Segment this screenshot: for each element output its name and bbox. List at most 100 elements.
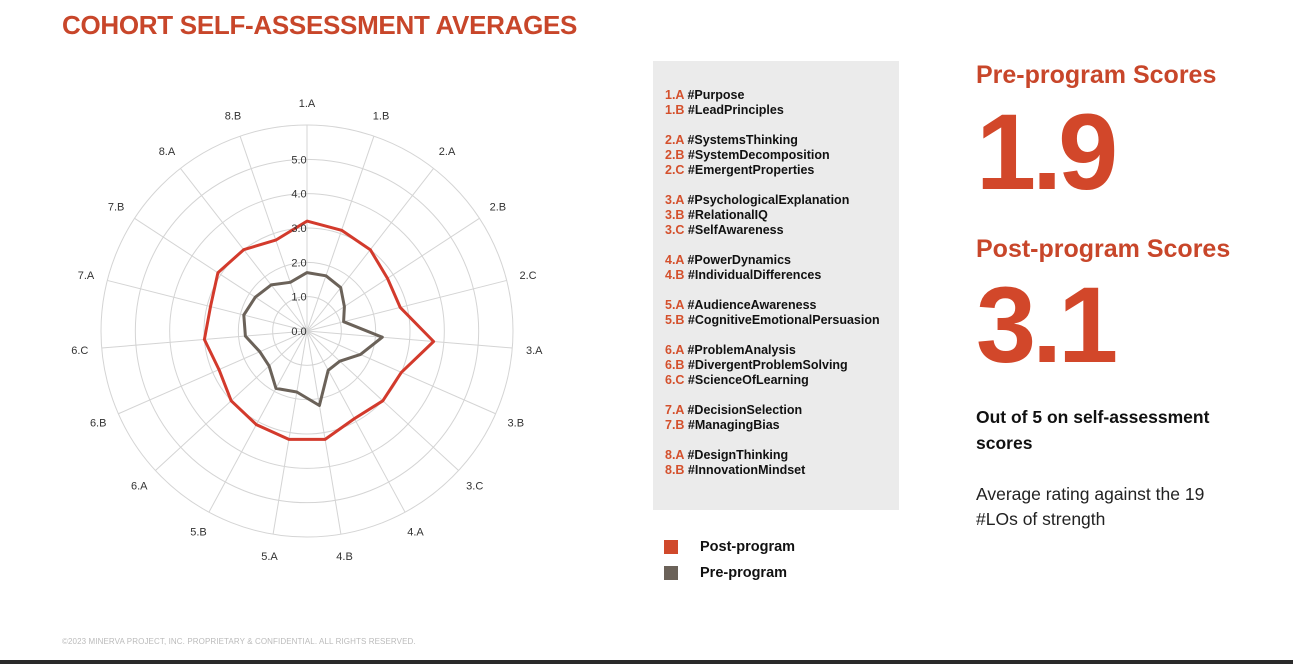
lo-name: #DesignThinking xyxy=(684,448,789,462)
radar-radial-ticks: 0.0 1.0 2.0 3.0 4.0 5.0 xyxy=(291,154,306,338)
pre-program-score: 1.9 xyxy=(976,91,1118,212)
lo-group: 6.A #ProblemAnalysis 6.B #DivergentProble… xyxy=(665,343,899,388)
lo-item: 3.A #PsychologicalExplanation xyxy=(665,193,899,208)
lo-group: 7.A #DecisionSelection 7.B #ManagingBias xyxy=(665,403,899,433)
lo-name: #InnovationMindset xyxy=(684,463,806,477)
grid-spoke xyxy=(306,330,406,513)
radial-tick-label: 1.0 xyxy=(291,292,306,304)
grid-spoke xyxy=(272,330,308,535)
lo-name: #DivergentProblemSolving xyxy=(684,358,848,372)
lo-name: #SystemDecomposition xyxy=(684,148,830,162)
lo-code: 2.A xyxy=(665,133,684,147)
radial-tick-label: 4.0 xyxy=(291,189,306,201)
axis-label: 8.A xyxy=(159,146,176,158)
radial-tick-label: 0.0 xyxy=(291,326,306,338)
lo-item: 4.A #PowerDynamics xyxy=(665,253,899,268)
learning-objectives-legend: 1.A #Purpose 1.B #LeadPrinciples 2.A #Syst… xyxy=(653,61,899,510)
radial-tick-label: 5.0 xyxy=(291,154,306,166)
axis-label: 5.A xyxy=(261,551,278,563)
pre-program-swatch xyxy=(664,566,678,580)
page-title: COHORT SELF-ASSESSMENT AVERAGES xyxy=(62,10,578,40)
radar-chart: 0.0 1.0 2.0 3.0 4.0 5.0 1.A 1.B 2.A 2.B 2.C 3.A 3.B… xyxy=(71,98,543,563)
lo-group: 8.A #DesignThinking 8.B #InnovationMindse… xyxy=(665,448,899,478)
lo-item: 8.B #InnovationMindset xyxy=(665,463,899,478)
lo-code: 6.A xyxy=(665,343,684,357)
lo-name: #SelfAwareness xyxy=(684,223,784,237)
lo-item: 8.A #DesignThinking xyxy=(665,448,899,463)
lo-group: 1.A #Purpose 1.B #LeadPrinciples xyxy=(665,88,899,118)
lo-name: #ManagingBias xyxy=(684,418,780,432)
grid-spoke xyxy=(306,330,342,535)
lo-item: 2.A #SystemsThinking xyxy=(665,133,899,148)
lo-name: #ProblemAnalysis xyxy=(684,343,796,357)
lo-code: 1.B xyxy=(665,103,685,117)
lo-code: 4.A xyxy=(665,253,684,267)
grid-spoke xyxy=(208,330,308,513)
axis-label: 5.B xyxy=(190,527,207,539)
grid-spoke xyxy=(118,330,308,415)
lo-name: #IndividualDifferences xyxy=(684,268,822,282)
lo-code: 8.A xyxy=(665,448,684,462)
grid-spoke xyxy=(306,330,513,349)
axis-label: 1.B xyxy=(373,110,390,122)
grid-spoke xyxy=(306,217,480,332)
axis-label: 6.A xyxy=(131,480,148,492)
lo-code: 8.B xyxy=(665,463,685,477)
post-program-swatch xyxy=(664,540,678,554)
legend-label-pre: Pre-program xyxy=(700,565,788,581)
axis-label: 7.B xyxy=(108,201,125,213)
lo-group: 2.A #SystemsThinking 2.B #SystemDecomposi… xyxy=(665,133,899,178)
series-pre-program-line xyxy=(242,271,384,407)
lo-code: 6.B xyxy=(665,358,685,372)
lo-item: 4.B #IndividualDifferences xyxy=(665,268,899,283)
lo-name: #LeadPrinciples xyxy=(684,103,784,117)
lo-name: #AudienceAwareness xyxy=(684,298,817,312)
axis-label: 3.A xyxy=(526,345,543,357)
radar-axis-labels: 1.A 1.B 2.A 2.B 2.C 3.A 3.B 3.C 4.A 4.B 5.A 5.B 6.A 6… xyxy=(71,98,543,563)
radial-tick-label: 3.0 xyxy=(291,223,306,235)
lo-name: #SystemsThinking xyxy=(684,133,798,147)
lo-item: 2.C #EmergentProperties xyxy=(665,163,899,178)
radial-tick-label: 2.0 xyxy=(291,257,306,269)
lo-code: 7.A xyxy=(665,403,684,417)
lo-item: 1.A #Purpose xyxy=(665,88,899,103)
grid-spoke xyxy=(134,217,308,332)
lo-item: 3.B #RelationalIQ xyxy=(665,208,899,223)
lo-group: 3.A #PsychologicalExplanation 3.B #Relati… xyxy=(665,193,899,238)
grid-spoke xyxy=(239,135,308,332)
lo-group: 5.A #AudienceAwareness 5.B #CognitiveEmot… xyxy=(665,298,899,328)
radar-series xyxy=(202,219,436,441)
lo-name: #PsychologicalExplanation xyxy=(684,193,850,207)
lo-item: 6.A #ProblemAnalysis xyxy=(665,343,899,358)
grid-spoke xyxy=(306,135,375,332)
axis-label: 4.B xyxy=(336,551,353,563)
lo-name: #RelationalIQ xyxy=(684,208,768,222)
copyright-footer: ©2023 MINERVA PROJECT, INC. PROPRIETARY … xyxy=(62,637,416,646)
axis-label: 4.A xyxy=(407,527,424,539)
axis-label: 8.B xyxy=(225,110,242,122)
lo-code: 5.B xyxy=(665,313,685,327)
series-post-program-line xyxy=(202,219,436,441)
axis-label: 2.C xyxy=(519,270,536,282)
axis-label: 2.A xyxy=(439,146,456,158)
lo-item: 3.C #SelfAwareness xyxy=(665,223,899,238)
lo-item: 5.B #CognitiveEmotionalPersuasion xyxy=(665,313,899,328)
pre-program-heading: Pre-program Scores xyxy=(976,61,1217,89)
axis-label: 3.C xyxy=(466,480,483,492)
axis-label: 6.C xyxy=(71,345,88,357)
lo-name: #EmergentProperties xyxy=(684,163,815,177)
lo-code: 3.A xyxy=(665,193,684,207)
lo-name: #Purpose xyxy=(684,88,745,102)
lo-name: #PowerDynamics xyxy=(684,253,791,267)
axis-label: 7.A xyxy=(78,270,95,282)
legend-label-post: Post-program xyxy=(700,539,796,555)
lo-code: 1.A xyxy=(665,88,684,102)
lo-group: 4.A #PowerDynamics 4.B #IndividualDiffere… xyxy=(665,253,899,283)
lo-code: 3.C xyxy=(665,223,685,237)
lo-name: #CognitiveEmotionalPersuasion xyxy=(684,313,880,327)
axis-label: 1.A xyxy=(299,98,316,110)
axis-label: 3.B xyxy=(508,418,525,430)
lo-code: 7.B xyxy=(665,418,685,432)
lo-item: 6.C #ScienceOfLearning xyxy=(665,373,899,388)
lo-code: 5.A xyxy=(665,298,684,312)
